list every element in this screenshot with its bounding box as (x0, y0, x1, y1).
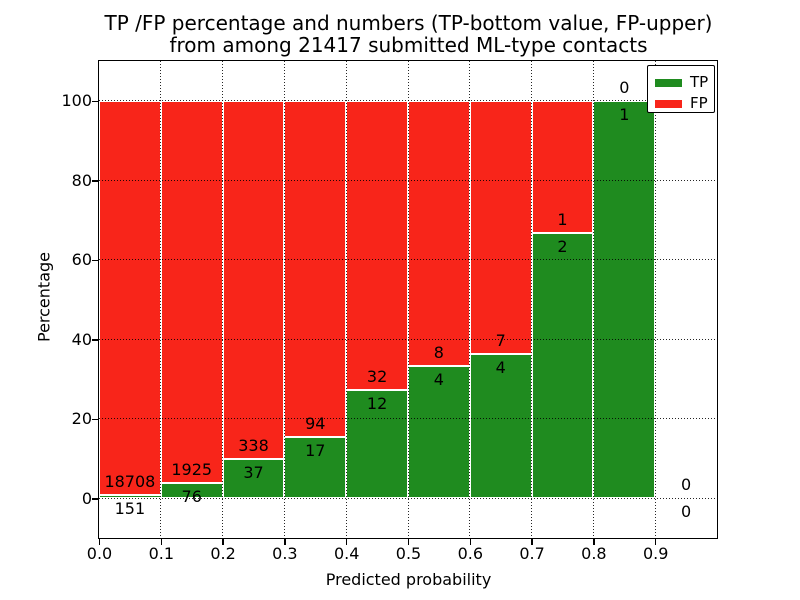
fp-count-label-0.4-0.5: 32 (366, 366, 388, 386)
y-tick-mark-100 (92, 100, 98, 102)
x-tick-label-0.5: 0.5 (395, 544, 422, 563)
gridline-x-0.7 (531, 61, 533, 538)
gridline-x-0.9 (654, 61, 656, 538)
y-tick-label-0: 0 (81, 488, 92, 508)
gridline-x-0.5 (407, 61, 409, 538)
fp-count-label-0.8-0.9: 0 (619, 77, 630, 97)
bar-tp-0.8-0.9 (593, 100, 656, 499)
tp-count-label-0.9-1.0: 0 (681, 502, 692, 522)
fp-count-label-0.1-0.2: 1925 (171, 460, 213, 480)
legend-swatch-fp-icon (655, 99, 682, 108)
y-tick-label-20: 20 (71, 409, 92, 429)
x-tick-label-0.4: 0.4 (333, 544, 360, 563)
x-tick-label-0.3: 0.3 (272, 544, 298, 563)
gridline-x-0.1 (160, 61, 162, 538)
x-tick-mark-0.8 (593, 539, 595, 545)
x-tick-label-0.7: 0.7 (519, 544, 545, 563)
tp-count-label-0.4-0.5: 12 (366, 393, 388, 413)
tp-count-label-0.7-0.8: 2 (557, 237, 568, 257)
x-tick-label-0.9: 0.9 (642, 544, 669, 563)
x-tick-mark-0.1 (160, 539, 163, 545)
y-tick-label-80: 80 (71, 170, 92, 190)
chart-title-line1: TP /FP percentage and numbers (TP-bottom… (104, 11, 713, 35)
y-axis-label: Percentage (34, 251, 54, 343)
fp-count-label-0.0-0.1: 18708 (104, 472, 156, 492)
legend-item-tp: TP (655, 72, 714, 93)
y-tick-mark-80 (92, 180, 98, 182)
plot-area: 18708 151 1925 76 338 37 94 17 32 12 8 4 7 4 1 2 0 1 0 0 (98, 60, 718, 539)
legend-swatch-tp-icon (655, 78, 682, 87)
legend-item-fp: FP (655, 93, 714, 114)
x-tick-mark-0.2 (222, 539, 224, 545)
fp-count-label-0.3-0.4: 94 (305, 414, 326, 434)
fp-count-label-0.9-1.0: 0 (681, 475, 692, 495)
gridline-x-0.2 (222, 61, 224, 538)
bar-fp-0.1-0.2 (160, 100, 223, 484)
bar-fp-0.2-0.3 (222, 100, 285, 460)
x-tick-mark-0.0 (98, 539, 101, 545)
legend-label-fp: FP (690, 94, 708, 112)
y-tick-label-100: 100 (61, 91, 92, 111)
bar-fp-0.5-0.6 (408, 100, 470, 366)
bar-fp-0.4-0.5 (346, 100, 408, 390)
x-tick-mark-0.6 (469, 539, 472, 545)
x-tick-mark-0.3 (284, 539, 286, 545)
bar-tp-0.2-0.3 (222, 459, 285, 499)
tp-count-label-0.0-0.1: 151 (114, 499, 146, 519)
gridline-x-0.3 (283, 61, 285, 538)
tp-count-label-0.6-0.7: 4 (495, 357, 506, 377)
y-tick-mark-40 (92, 339, 98, 341)
tp-count-label-0.3-0.4: 17 (305, 441, 326, 461)
tp-count-label-0.1-0.2: 76 (181, 487, 202, 507)
x-tick-mark-0.9 (654, 539, 657, 545)
fp-count-label-0.6-0.7: 7 (495, 330, 506, 350)
tp-count-label-0.2-0.3: 37 (243, 463, 264, 483)
legend: TP FP (647, 65, 715, 113)
x-tick-mark-0.7 (531, 539, 533, 545)
x-tick-label-0.6: 0.6 (457, 544, 484, 563)
y-tick-label-40: 40 (71, 329, 92, 349)
gridline-x-0.8 (592, 61, 594, 538)
chart-title: TP /FP percentage and numbers (TP-bottom… (98, 12, 719, 56)
legend-label-tp: TP (690, 73, 709, 91)
bar-tp-0.7-0.8 (531, 233, 594, 499)
x-tick-mark-0.5 (407, 539, 410, 545)
bar-fp-0.0-0.1 (99, 100, 161, 496)
x-tick-mark-0.4 (345, 539, 348, 545)
tp-count-label-0.5-0.6: 4 (433, 369, 444, 389)
y-tick-label-60: 60 (71, 250, 92, 270)
fp-count-label-0.7-0.8: 1 (557, 210, 568, 230)
x-axis-label: Predicted probability (325, 570, 492, 589)
fp-count-label-0.2-0.3: 338 (238, 436, 269, 456)
x-tick-label-0.8: 0.8 (581, 544, 607, 563)
y-tick-mark-20 (92, 418, 98, 420)
bar-fp-0.3-0.4 (284, 100, 347, 438)
y-tick-mark-0 (92, 498, 98, 500)
x-tick-label-0.0: 0.0 (86, 544, 113, 563)
bar-fp-0.6-0.7 (469, 100, 532, 354)
gridline-x-0.4 (345, 61, 347, 538)
x-tick-label-0.2: 0.2 (210, 544, 236, 563)
y-tick-mark-60 (92, 259, 98, 261)
x-tick-label-0.1: 0.1 (148, 544, 175, 563)
fp-count-label-0.5-0.6: 8 (433, 342, 444, 362)
chart-title-line2: from among 21417 submitted ML-type conta… (169, 33, 648, 57)
tp-count-label-0.8-0.9: 1 (619, 104, 630, 124)
gridline-x-0.6 (469, 61, 471, 538)
